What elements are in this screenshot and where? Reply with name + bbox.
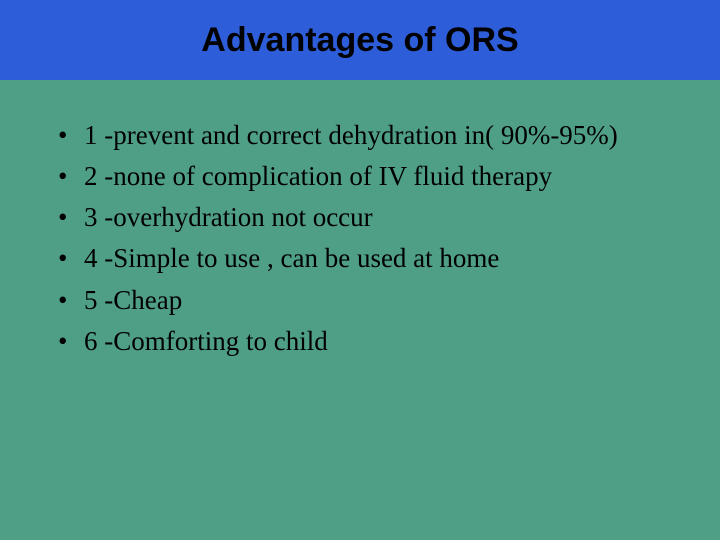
slide-title: Advantages of ORS xyxy=(201,21,518,60)
title-bar: Advantages of ORS xyxy=(0,0,720,80)
bullet-list: 1 -prevent and correct dehydration in( 9… xyxy=(56,116,672,361)
list-item: 4 -Simple to use , can be used at home xyxy=(56,239,672,278)
list-item: 5 -Cheap xyxy=(56,281,672,320)
list-item: 6 -Comforting to child xyxy=(56,322,672,361)
list-item: 2 -none of complication of IV fluid ther… xyxy=(56,157,672,196)
list-item: 3 -overhydration not occur xyxy=(56,198,672,237)
list-item: 1 -prevent and correct dehydration in( 9… xyxy=(56,116,672,155)
slide-content: 1 -prevent and correct dehydration in( 9… xyxy=(0,80,720,361)
